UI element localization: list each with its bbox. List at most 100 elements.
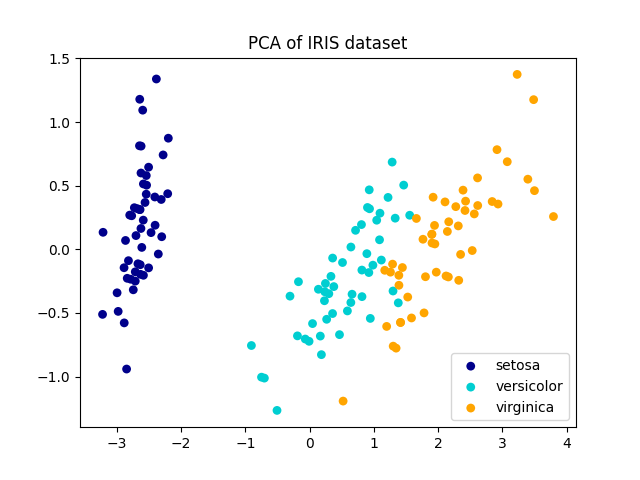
setosa <box>138 216 148 224</box>
setosa <box>136 271 146 278</box>
versicolor <box>293 278 303 286</box>
versicolor <box>321 315 332 323</box>
virginica <box>429 240 440 248</box>
virginica <box>427 230 437 238</box>
versicolor <box>300 335 310 343</box>
versicolor <box>376 256 387 264</box>
versicolor <box>328 254 338 262</box>
setosa <box>157 233 167 240</box>
versicolor <box>316 332 326 340</box>
setosa <box>133 260 143 268</box>
versicolor <box>259 374 269 382</box>
setosa <box>98 228 108 236</box>
setosa <box>132 205 142 213</box>
versicolor <box>375 209 385 217</box>
setosa <box>130 277 140 285</box>
virginica <box>338 397 348 405</box>
versicolor <box>320 280 330 288</box>
setosa <box>134 96 145 103</box>
setosa <box>140 199 150 206</box>
setosa <box>130 268 140 276</box>
setosa <box>151 75 161 83</box>
versicolor <box>362 250 372 257</box>
versicolor <box>292 332 303 340</box>
setosa <box>153 250 163 258</box>
virginica <box>442 228 452 235</box>
setosa <box>135 261 145 269</box>
setosa <box>138 180 148 188</box>
versicolor <box>365 314 376 322</box>
versicolor <box>316 351 326 359</box>
virginica <box>406 314 417 322</box>
setosa <box>143 264 154 272</box>
virginica <box>420 273 431 281</box>
versicolor <box>272 407 282 414</box>
versicolor <box>285 292 295 300</box>
virginica <box>487 198 497 205</box>
virginica <box>529 96 539 104</box>
setosa <box>156 196 166 204</box>
virginica <box>456 251 466 258</box>
versicolor <box>356 266 367 274</box>
virginica <box>387 260 397 268</box>
versicolor <box>334 331 344 338</box>
setosa <box>163 134 173 142</box>
setosa <box>141 172 152 180</box>
virginica <box>502 158 513 166</box>
virginica <box>381 323 392 330</box>
virginica <box>444 273 454 281</box>
virginica <box>548 213 559 220</box>
virginica <box>451 203 461 211</box>
virginica <box>441 272 451 280</box>
versicolor <box>372 216 382 224</box>
setosa <box>125 276 136 283</box>
versicolor <box>404 211 415 219</box>
versicolor <box>383 193 393 201</box>
versicolor <box>390 215 400 222</box>
versicolor <box>388 287 398 295</box>
setosa <box>125 211 135 219</box>
versicolor <box>393 299 403 307</box>
versicolor <box>304 337 314 345</box>
versicolor <box>324 290 334 298</box>
versicolor <box>387 158 397 166</box>
virginica <box>396 319 406 326</box>
versicolor <box>326 273 336 280</box>
setosa <box>124 257 134 264</box>
virginica <box>460 207 470 215</box>
versicolor <box>319 288 330 296</box>
versicolor <box>328 310 338 317</box>
setosa <box>141 191 151 198</box>
setosa <box>128 286 138 294</box>
virginica <box>428 193 438 201</box>
versicolor <box>362 204 372 211</box>
versicolor <box>346 299 356 306</box>
setosa <box>120 237 131 244</box>
virginica <box>472 202 483 209</box>
setosa <box>119 319 129 327</box>
versicolor <box>337 259 348 266</box>
virginica <box>440 198 450 206</box>
setosa <box>141 181 152 189</box>
setosa <box>146 229 156 237</box>
setosa <box>136 225 146 232</box>
virginica <box>427 239 437 247</box>
virginica <box>431 268 442 276</box>
versicolor <box>246 342 257 349</box>
setosa <box>135 206 145 214</box>
virginica <box>472 174 483 182</box>
versicolor <box>347 290 357 298</box>
setosa <box>137 243 147 251</box>
virginica <box>492 146 502 154</box>
virginica <box>512 71 522 78</box>
virginica <box>427 230 437 238</box>
setosa <box>127 212 137 219</box>
setosa <box>122 365 132 373</box>
virginica <box>412 215 422 222</box>
versicolor <box>356 221 367 228</box>
versicolor <box>364 205 374 213</box>
virginica <box>419 309 429 317</box>
versicolor <box>313 286 323 293</box>
setosa <box>138 107 148 114</box>
virginica <box>388 342 398 350</box>
